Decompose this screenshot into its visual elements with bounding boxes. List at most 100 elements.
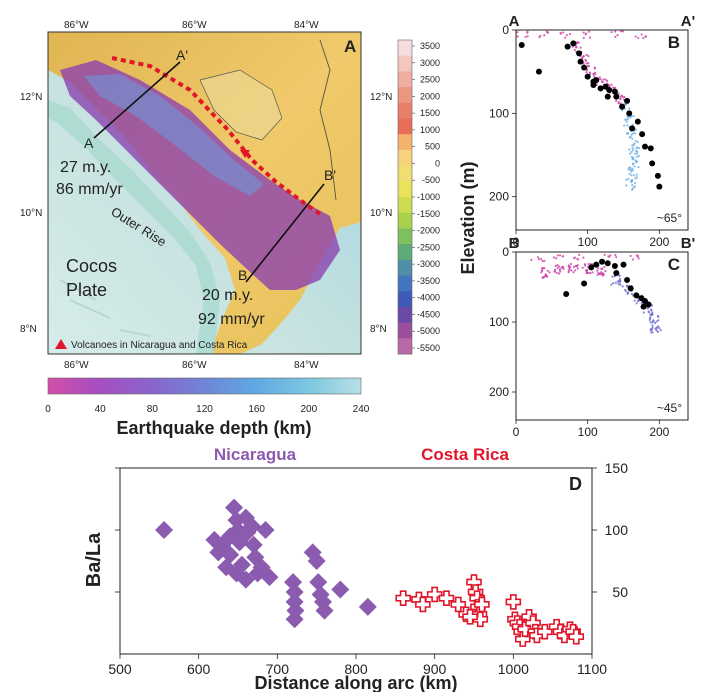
seismic-event [581, 266, 584, 269]
seismic-event [598, 272, 602, 275]
section-frame [515, 29, 689, 231]
relocated-hypocenter [613, 270, 620, 276]
seismic-event [628, 166, 631, 169]
y-tick-label: 200 [489, 385, 509, 399]
seismic-event [559, 270, 562, 273]
elevation-colorbar-segment [398, 244, 412, 261]
lat-label-right-3: 8°N [370, 324, 387, 335]
relocated-hypocenter [613, 93, 620, 100]
seismic-event [648, 318, 651, 321]
seismic-event [616, 34, 619, 37]
seismic-event [576, 267, 579, 270]
y-tick-label: 50 [612, 584, 628, 600]
seismic-event [619, 95, 623, 98]
seismic-event [572, 265, 576, 268]
y-axis-title: Ba/La [83, 532, 105, 587]
seismic-event [582, 31, 585, 34]
nicaragua-sample-point [217, 558, 236, 577]
seismic-event [562, 267, 565, 270]
x-tick-label: 100 [578, 425, 598, 439]
seismic-event [584, 264, 587, 267]
seismic-event [634, 139, 637, 143]
section-panel-label: B [668, 33, 680, 52]
seismic-event [577, 41, 580, 44]
elevation-colorbar-segment [398, 291, 412, 308]
seismic-event [606, 79, 609, 83]
coastline [319, 39, 337, 201]
plate-name-line2: Plate [66, 280, 107, 300]
seismic-event [593, 73, 597, 76]
seismic-event [623, 124, 626, 127]
seismic-event [635, 147, 638, 150]
seismic-event [567, 264, 570, 267]
depth-tick-label: 240 [353, 404, 370, 415]
seismic-event [629, 254, 632, 258]
y-tick-label: 150 [605, 460, 629, 476]
seismic-event [631, 148, 635, 152]
elevation-tick-label: 1000 [420, 125, 440, 135]
seismic-event [637, 146, 641, 150]
relocated-hypocenter [564, 43, 571, 50]
seismic-event [628, 148, 631, 151]
relocated-hypocenter [563, 291, 570, 297]
x-tick-label: 1100 [577, 661, 607, 677]
seismic-event [659, 329, 662, 332]
seismic-event [537, 258, 541, 261]
seismic-event [555, 257, 558, 260]
seismic-event [541, 260, 544, 263]
seismic-event [556, 266, 559, 270]
nicaragua-sample-point [260, 568, 279, 587]
seismic-event [657, 330, 660, 333]
seismic-event [649, 308, 653, 311]
costa-rica-sample-point [438, 590, 455, 606]
seismic-event [631, 162, 635, 166]
x-tick-label: 0 [513, 235, 520, 249]
plate-age-a: 27 m.y. [60, 159, 111, 176]
seismic-event [567, 271, 570, 274]
seismic-event [623, 288, 627, 291]
seismic-event [630, 155, 633, 158]
elevation-tick-label: -2000 [417, 226, 440, 236]
lon-label-top-2: 86°W [182, 20, 207, 31]
x-tick-label: 1000 [498, 661, 529, 677]
seismic-event [625, 103, 628, 106]
seismic-event [592, 72, 595, 76]
seismic-event [565, 34, 569, 37]
elevation-colorbar-segment [398, 228, 412, 245]
x-tick-label: 200 [649, 235, 669, 249]
seismic-event [558, 254, 562, 257]
seismic-event [587, 271, 590, 275]
seismic-event [601, 267, 604, 270]
elevation-colorbar-segment [398, 134, 412, 151]
seismic-event [637, 36, 640, 39]
seismic-event [602, 78, 605, 81]
relocated-hypocenter [593, 261, 600, 268]
seismic-event [658, 327, 661, 330]
elevation-colorbar-segment [398, 40, 412, 57]
seismic-event [557, 272, 561, 275]
outer-rise-ridges [59, 279, 151, 337]
nicaragua-sample-point [244, 535, 263, 554]
relocated-hypocenter [518, 42, 525, 48]
seismic-event [589, 271, 592, 275]
seismic-event [620, 109, 624, 112]
seismic-event [636, 140, 639, 144]
seismic-event [631, 179, 634, 182]
relocated-hypocenter [640, 303, 647, 310]
seismic-event [574, 269, 577, 272]
seismic-event [631, 147, 634, 150]
elevation-tick-label: -500 [422, 175, 440, 185]
seismic-event [651, 321, 654, 324]
seismic-event [568, 32, 572, 36]
relocated-hypocenter [629, 125, 636, 132]
x-tick-label: 0 [513, 425, 520, 439]
lon-label-top-1: 86°W [64, 20, 89, 31]
cross-section-c: 0 100 200 0 100 200 C B B' ~45° [489, 235, 695, 439]
volcano-legend-icon [55, 339, 67, 349]
profile-line-a [93, 61, 181, 139]
elevation-tick-label: 3000 [420, 58, 440, 68]
elevation-colorbar-segment [398, 338, 412, 355]
lake-nicaragua [200, 70, 282, 140]
seismic-event [554, 268, 557, 271]
seismic-event [564, 36, 567, 39]
